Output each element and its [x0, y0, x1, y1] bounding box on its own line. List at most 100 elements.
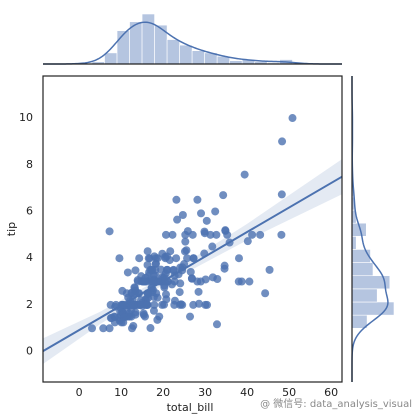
point — [168, 230, 177, 239]
x-tick-label: 20 — [156, 386, 170, 399]
point — [130, 284, 139, 293]
y-tick-label: 4 — [26, 251, 33, 264]
point — [140, 300, 149, 309]
kde-curve — [42, 21, 343, 65]
point — [149, 306, 158, 315]
point — [193, 195, 202, 204]
point — [261, 289, 270, 298]
point — [245, 277, 254, 286]
point — [99, 324, 108, 333]
histogram-bar — [104, 52, 118, 65]
point — [135, 254, 144, 263]
point — [168, 280, 177, 289]
point — [162, 295, 171, 304]
point — [277, 190, 286, 199]
point — [197, 209, 206, 218]
histogram-bar — [351, 288, 378, 303]
point — [162, 230, 171, 239]
point — [107, 313, 116, 322]
point — [243, 237, 252, 246]
y-tick-label: 2 — [26, 298, 33, 311]
histogram-bar — [141, 13, 155, 65]
point — [153, 254, 162, 263]
point — [153, 315, 162, 324]
watermark: @ 微信号: data_analysis_visual — [260, 397, 412, 410]
histogram-bar — [191, 50, 205, 65]
point — [180, 247, 189, 256]
point — [178, 210, 187, 219]
histogram-bar — [166, 39, 180, 65]
x-tick-label: 0 — [76, 386, 83, 399]
plot-frame — [42, 75, 343, 383]
point — [200, 227, 209, 236]
point — [105, 324, 114, 333]
point — [176, 279, 185, 288]
point — [175, 288, 184, 297]
regression-line — [42, 175, 343, 353]
y-tick-label: 8 — [26, 158, 33, 171]
point — [278, 137, 287, 146]
point — [248, 230, 257, 239]
point — [158, 300, 167, 309]
point — [186, 267, 195, 276]
point — [180, 260, 189, 269]
point — [221, 226, 230, 235]
point — [237, 277, 246, 286]
histogram-bar — [351, 249, 371, 263]
point — [169, 266, 178, 275]
point — [277, 230, 286, 239]
x-tick-label: 40 — [240, 386, 254, 399]
point — [141, 312, 150, 321]
point — [194, 287, 203, 296]
point — [151, 265, 160, 274]
point — [220, 261, 229, 270]
point — [172, 195, 181, 204]
y-axis-label: tip — [5, 222, 18, 236]
point — [133, 277, 142, 286]
histogram-bar — [351, 235, 357, 250]
point — [240, 170, 249, 179]
point — [162, 265, 171, 274]
point — [213, 274, 222, 283]
point — [172, 254, 181, 263]
point — [161, 254, 170, 263]
point — [265, 265, 274, 274]
histogram-bar — [179, 44, 193, 65]
point — [150, 300, 159, 309]
point — [128, 324, 137, 333]
point — [131, 266, 140, 275]
point — [153, 293, 162, 302]
x-tick-label: 60 — [324, 386, 338, 399]
point — [170, 300, 179, 309]
point — [146, 324, 155, 333]
point — [156, 265, 165, 274]
point — [211, 207, 220, 216]
point — [202, 216, 211, 225]
point — [143, 247, 152, 256]
y-tick-label: 10 — [19, 111, 33, 124]
point — [131, 310, 140, 319]
x-tick-label: 50 — [282, 386, 296, 399]
point — [256, 230, 265, 239]
point — [189, 300, 198, 309]
point — [115, 254, 124, 263]
point — [219, 191, 228, 200]
x-tick-label: 10 — [114, 386, 128, 399]
point — [144, 254, 153, 263]
point — [201, 275, 210, 284]
point — [183, 227, 192, 236]
point — [212, 230, 221, 239]
point — [193, 277, 202, 286]
point — [175, 300, 184, 309]
point — [212, 320, 221, 329]
point — [186, 312, 195, 321]
point — [173, 215, 182, 224]
point — [234, 254, 243, 263]
point — [88, 324, 97, 333]
point — [181, 237, 190, 246]
point — [140, 277, 149, 286]
point — [117, 318, 126, 327]
x-tick-label: 30 — [198, 386, 212, 399]
point — [208, 242, 217, 251]
